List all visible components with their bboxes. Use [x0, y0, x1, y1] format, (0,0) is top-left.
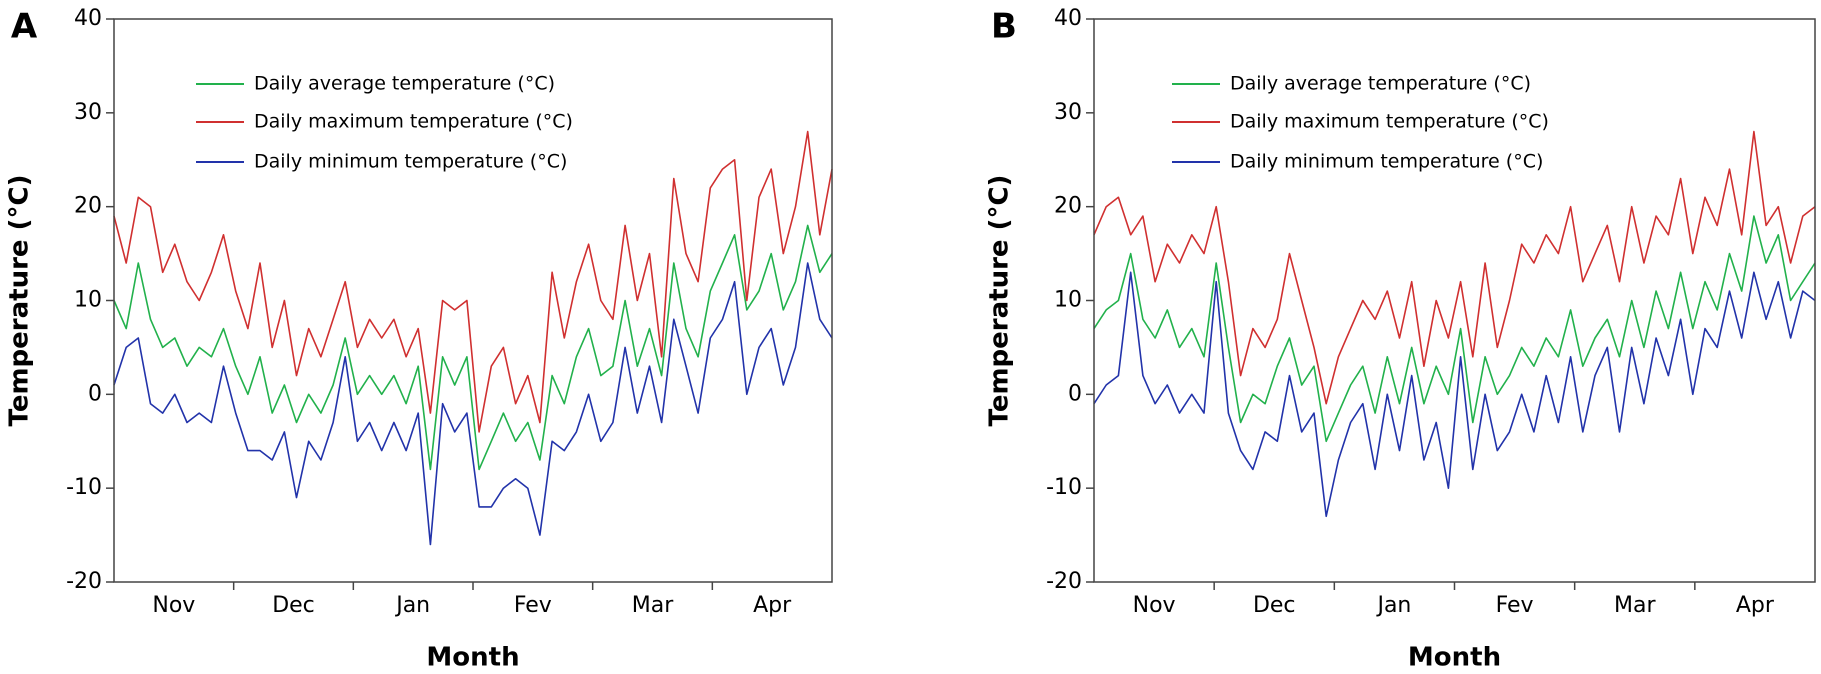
legend-label: Daily average temperature (°C): [1230, 73, 1531, 95]
y-tick-label: 0: [88, 381, 102, 406]
panel-label: B: [991, 7, 1017, 47]
y-tick-label: -10: [66, 475, 102, 500]
y-tick-label: 10: [1054, 288, 1082, 313]
y-axis-title: Temperature (°C): [5, 175, 35, 427]
plot-frame: [113, 18, 833, 583]
series-line: [113, 262, 833, 546]
legend-label: Daily average temperature (°C): [254, 73, 555, 95]
y-tick-label: 0: [1068, 381, 1082, 406]
y-axis-title: Temperature (°C): [985, 175, 1015, 427]
series-line: [1093, 271, 1816, 518]
x-axis-title: Month: [426, 643, 519, 673]
x-tick-label: Mar: [632, 593, 674, 618]
legend-label: Daily minimum temperature (°C): [254, 151, 567, 173]
x-tick-label: Apr: [753, 593, 792, 618]
y-tick-label: 20: [1054, 194, 1082, 219]
series-line: [113, 224, 833, 471]
series-line: [113, 130, 833, 433]
legend-label: Daily maximum temperature (°C): [1230, 111, 1549, 133]
x-tick-label: Nov: [152, 593, 195, 618]
y-tick-label: -20: [1046, 569, 1082, 594]
y-tick-label: 30: [74, 100, 102, 125]
panel-label: A: [11, 7, 38, 47]
x-tick-label: Dec: [1253, 593, 1296, 618]
x-tick-label: Jan: [1375, 593, 1411, 618]
plot-frame: [1093, 18, 1816, 583]
y-tick-label: -10: [1046, 475, 1082, 500]
x-axis-title: Month: [1408, 643, 1501, 673]
series-line: [1093, 215, 1816, 443]
y-tick-label: 40: [1054, 6, 1082, 31]
y-tick-label: 10: [74, 288, 102, 313]
x-tick-label: Apr: [1736, 593, 1775, 618]
y-tick-label: 40: [74, 6, 102, 31]
series-line: [1093, 130, 1816, 405]
y-tick-label: 20: [74, 194, 102, 219]
legend-label: Daily minimum temperature (°C): [1230, 151, 1543, 173]
y-tick-label: 30: [1054, 100, 1082, 125]
x-tick-label: Fev: [514, 593, 552, 618]
x-tick-label: Nov: [1133, 593, 1176, 618]
y-tick-label: -20: [66, 569, 102, 594]
legend-label: Daily maximum temperature (°C): [254, 111, 573, 133]
x-tick-label: Mar: [1614, 593, 1656, 618]
x-tick-label: Jan: [394, 593, 430, 618]
x-tick-label: Dec: [272, 593, 315, 618]
x-tick-label: Fev: [1496, 593, 1534, 618]
